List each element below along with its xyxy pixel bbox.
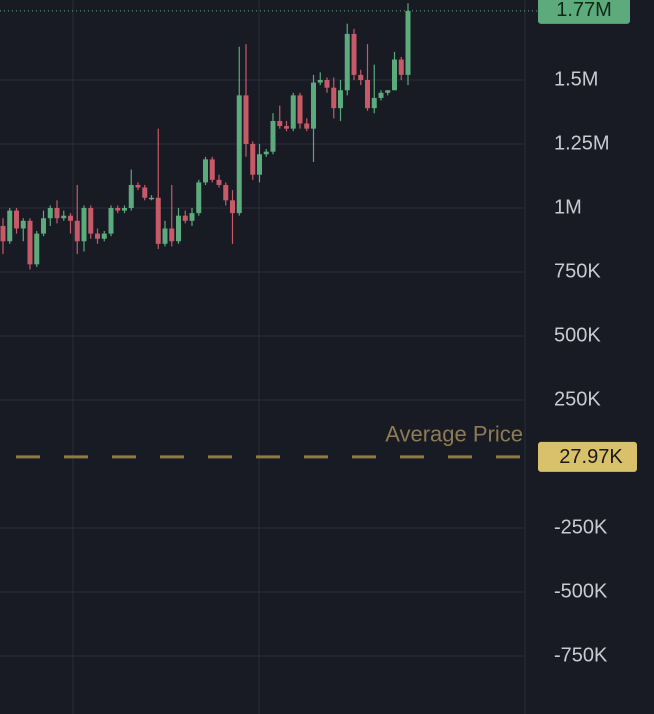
candle-body [169, 228, 175, 242]
candle-body [236, 95, 242, 214]
candle-body [351, 33, 357, 75]
y-tick-label: 500K [554, 324, 601, 346]
candle-body [88, 208, 94, 234]
candle-body [81, 208, 87, 242]
candle-body [209, 159, 215, 180]
candle-body [385, 90, 391, 93]
candle-body [203, 159, 208, 183]
candle-body [405, 10, 411, 75]
candle-body [0, 225, 6, 242]
candle-body [284, 126, 289, 129]
candle-body [223, 184, 229, 201]
candle-body [290, 95, 296, 129]
candle-body [74, 220, 80, 242]
candle-body [41, 218, 46, 234]
candle-body [155, 197, 161, 244]
candle-body [176, 215, 181, 242]
candle-body [230, 200, 235, 214]
candle-body [14, 210, 19, 229]
y-tick-label: 250K [554, 388, 601, 410]
candle-body [128, 184, 134, 209]
candle-body [331, 87, 337, 109]
candle-body [122, 208, 127, 211]
candle-body [182, 215, 188, 221]
candle-body [27, 220, 33, 265]
candle-body [311, 82, 316, 129]
candle-body [371, 97, 377, 109]
candle-body [108, 208, 114, 234]
average-price-name: Average Price [385, 422, 523, 447]
average-price-badge [538, 441, 637, 472]
candle-body [250, 144, 256, 175]
last-price-label: 1.77M [556, 0, 612, 21]
candle-body [61, 215, 67, 219]
candle-body [338, 90, 343, 109]
candle-body [149, 197, 154, 200]
candle-body [34, 233, 40, 265]
candle-body [277, 120, 283, 127]
y-tick-label: -500K [554, 580, 608, 602]
candle-body [365, 80, 370, 109]
candle-body [101, 233, 107, 239]
candle-body [270, 120, 276, 152]
candle-body [47, 208, 53, 219]
candle-body [54, 208, 60, 219]
candle-body [68, 215, 73, 221]
last-price-badge [538, 0, 630, 24]
candle-body [115, 208, 121, 211]
candle-body [358, 74, 364, 81]
candle-body [344, 33, 350, 91]
average-price-label: 27.97K [559, 446, 623, 468]
candle-body [378, 92, 384, 98]
candle-body [20, 220, 26, 229]
candle-body [189, 213, 195, 221]
candle-body [392, 59, 397, 91]
candle-body [142, 187, 148, 198]
candle-body [304, 123, 310, 129]
candle-body [257, 154, 262, 175]
candle-body [196, 182, 202, 214]
candle-body [263, 151, 269, 155]
candle-body [317, 80, 323, 83]
candle-body [297, 95, 303, 124]
candle-body [216, 179, 222, 185]
candle-body [324, 80, 330, 88]
candle-body [135, 184, 141, 188]
candle-body [95, 233, 100, 239]
y-tick-label: 1M [554, 196, 582, 218]
y-tick-label: 750K [554, 260, 601, 282]
y-tick-label: 1.5M [554, 68, 598, 90]
y-tick-label: 1.25M [554, 132, 610, 154]
candle-body [7, 210, 13, 242]
candle-body [398, 59, 404, 75]
y-tick-label: -750K [554, 644, 608, 666]
y-tick-label: -250K [554, 516, 608, 538]
candle-body [162, 228, 168, 244]
candle-body [243, 95, 249, 145]
